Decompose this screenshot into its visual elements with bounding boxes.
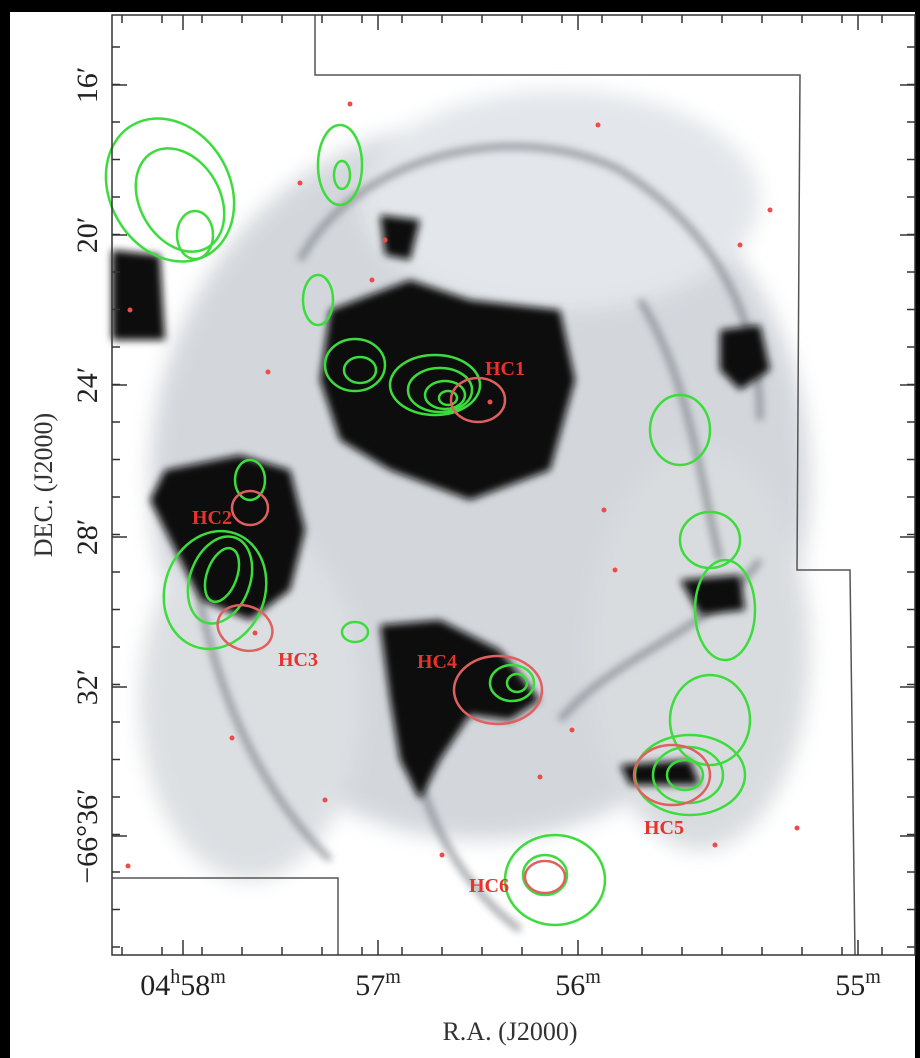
x-tick-part: 04 [140,969,170,1002]
region-label: HC1 [485,358,525,380]
x-tick-part: h [170,966,180,988]
sky-map: 04h58m57m56m55m16′20′24′28′32′−66°36′HC1… [0,0,920,1058]
x-axis-label: R.A. (J2000) [442,1017,577,1046]
region-label: HC2 [192,507,232,529]
region-label: HC4 [417,651,457,673]
x-tick-part: m [585,966,601,988]
y-axis-label: DEC. (J2000) [29,413,58,557]
x-tick-part: 58 [180,969,210,1002]
y-tick-label: 16′ [71,67,104,104]
y-tick-label: −66°36′ [71,788,104,883]
y-tick-label: 28′ [71,519,104,556]
y-tick-label: 20′ [71,217,104,254]
x-tick-part: 55 [835,969,865,1002]
region-label: HC6 [469,875,509,897]
x-tick-part: m [865,966,881,988]
x-tick-part: 56 [555,969,585,1002]
region-label: HC5 [644,817,684,839]
x-tick-part: m [210,966,226,988]
x-tick-part: 57 [355,969,385,1002]
region-label: HC3 [278,649,318,671]
y-tick-label: 32′ [71,669,104,706]
figure: 04h58m57m56m55m16′20′24′28′32′−66°36′HC1… [0,0,920,1058]
x-tick-part: m [385,966,401,988]
y-tick-label: 24′ [71,367,104,404]
